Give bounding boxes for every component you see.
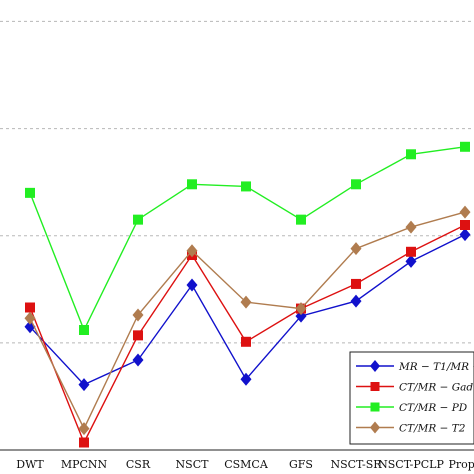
data-point bbox=[132, 308, 144, 322]
data-point bbox=[133, 214, 143, 225]
data-point bbox=[79, 437, 89, 448]
data-point bbox=[241, 181, 251, 192]
data-point bbox=[459, 228, 471, 242]
data-point bbox=[406, 246, 416, 257]
data-point bbox=[296, 214, 306, 225]
x-tick-label: NSCT-SR bbox=[330, 458, 382, 471]
data-point bbox=[186, 278, 198, 292]
data-point bbox=[405, 220, 417, 234]
series-1 bbox=[24, 228, 471, 392]
data-point bbox=[460, 220, 470, 230]
legend-box bbox=[349, 351, 474, 445]
legend-item: CT/MR − T2 bbox=[356, 421, 466, 435]
legend: MR − T1/MR − T CT/MR − Gad CT/MR − PD CT/MR… bbox=[349, 351, 474, 445]
legend-marker bbox=[370, 402, 380, 412]
x-tick-label: MPCNN bbox=[61, 458, 108, 471]
data-point bbox=[406, 149, 416, 160]
data-point bbox=[240, 295, 252, 309]
data-point bbox=[241, 336, 251, 347]
data-point bbox=[459, 205, 471, 219]
legend-item: CT/MR − PD bbox=[356, 402, 468, 414]
series-4 bbox=[24, 205, 471, 436]
legend-item: MR − T1/MR − T bbox=[356, 360, 474, 373]
x-tick-label: GFS bbox=[289, 458, 313, 471]
data-point bbox=[24, 311, 36, 325]
data-point bbox=[79, 325, 89, 335]
x-tick-label: DWT bbox=[16, 458, 44, 471]
data-point bbox=[78, 422, 90, 436]
data-point bbox=[351, 278, 361, 289]
x-tick-label: CSMCA bbox=[224, 458, 269, 471]
legend-label: MR − T1/MR − T bbox=[398, 361, 474, 373]
legend-marker bbox=[370, 421, 380, 434]
data-point bbox=[187, 179, 197, 190]
data-point bbox=[405, 254, 417, 268]
data-point bbox=[132, 353, 144, 367]
series-3 bbox=[25, 141, 470, 335]
x-tick-label: CSR bbox=[126, 458, 151, 471]
legend-marker bbox=[370, 382, 380, 391]
data-point bbox=[25, 187, 35, 198]
x-tick-label: NSCT bbox=[176, 458, 210, 471]
data-point bbox=[240, 372, 252, 386]
legend-label: CT/MR − T2 bbox=[399, 423, 466, 435]
data-point bbox=[25, 302, 35, 313]
data-point bbox=[351, 179, 361, 190]
legend-item: CT/MR − Gad bbox=[356, 382, 473, 394]
x-tick-label: NSCT-PCLP bbox=[378, 458, 444, 471]
data-point bbox=[186, 244, 198, 258]
series-layer bbox=[24, 141, 471, 448]
data-point bbox=[133, 330, 143, 341]
legend-marker bbox=[370, 360, 380, 372]
legend-label: CT/MR − PD bbox=[399, 402, 468, 414]
data-point bbox=[78, 378, 90, 392]
data-point bbox=[460, 141, 470, 152]
data-point bbox=[295, 302, 307, 316]
legend-label: CT/MR − Gad bbox=[399, 382, 473, 394]
data-point bbox=[350, 294, 362, 308]
x-tick-label: Propo bbox=[449, 458, 474, 471]
grid-layer bbox=[0, 20, 474, 451]
data-point bbox=[350, 242, 362, 256]
